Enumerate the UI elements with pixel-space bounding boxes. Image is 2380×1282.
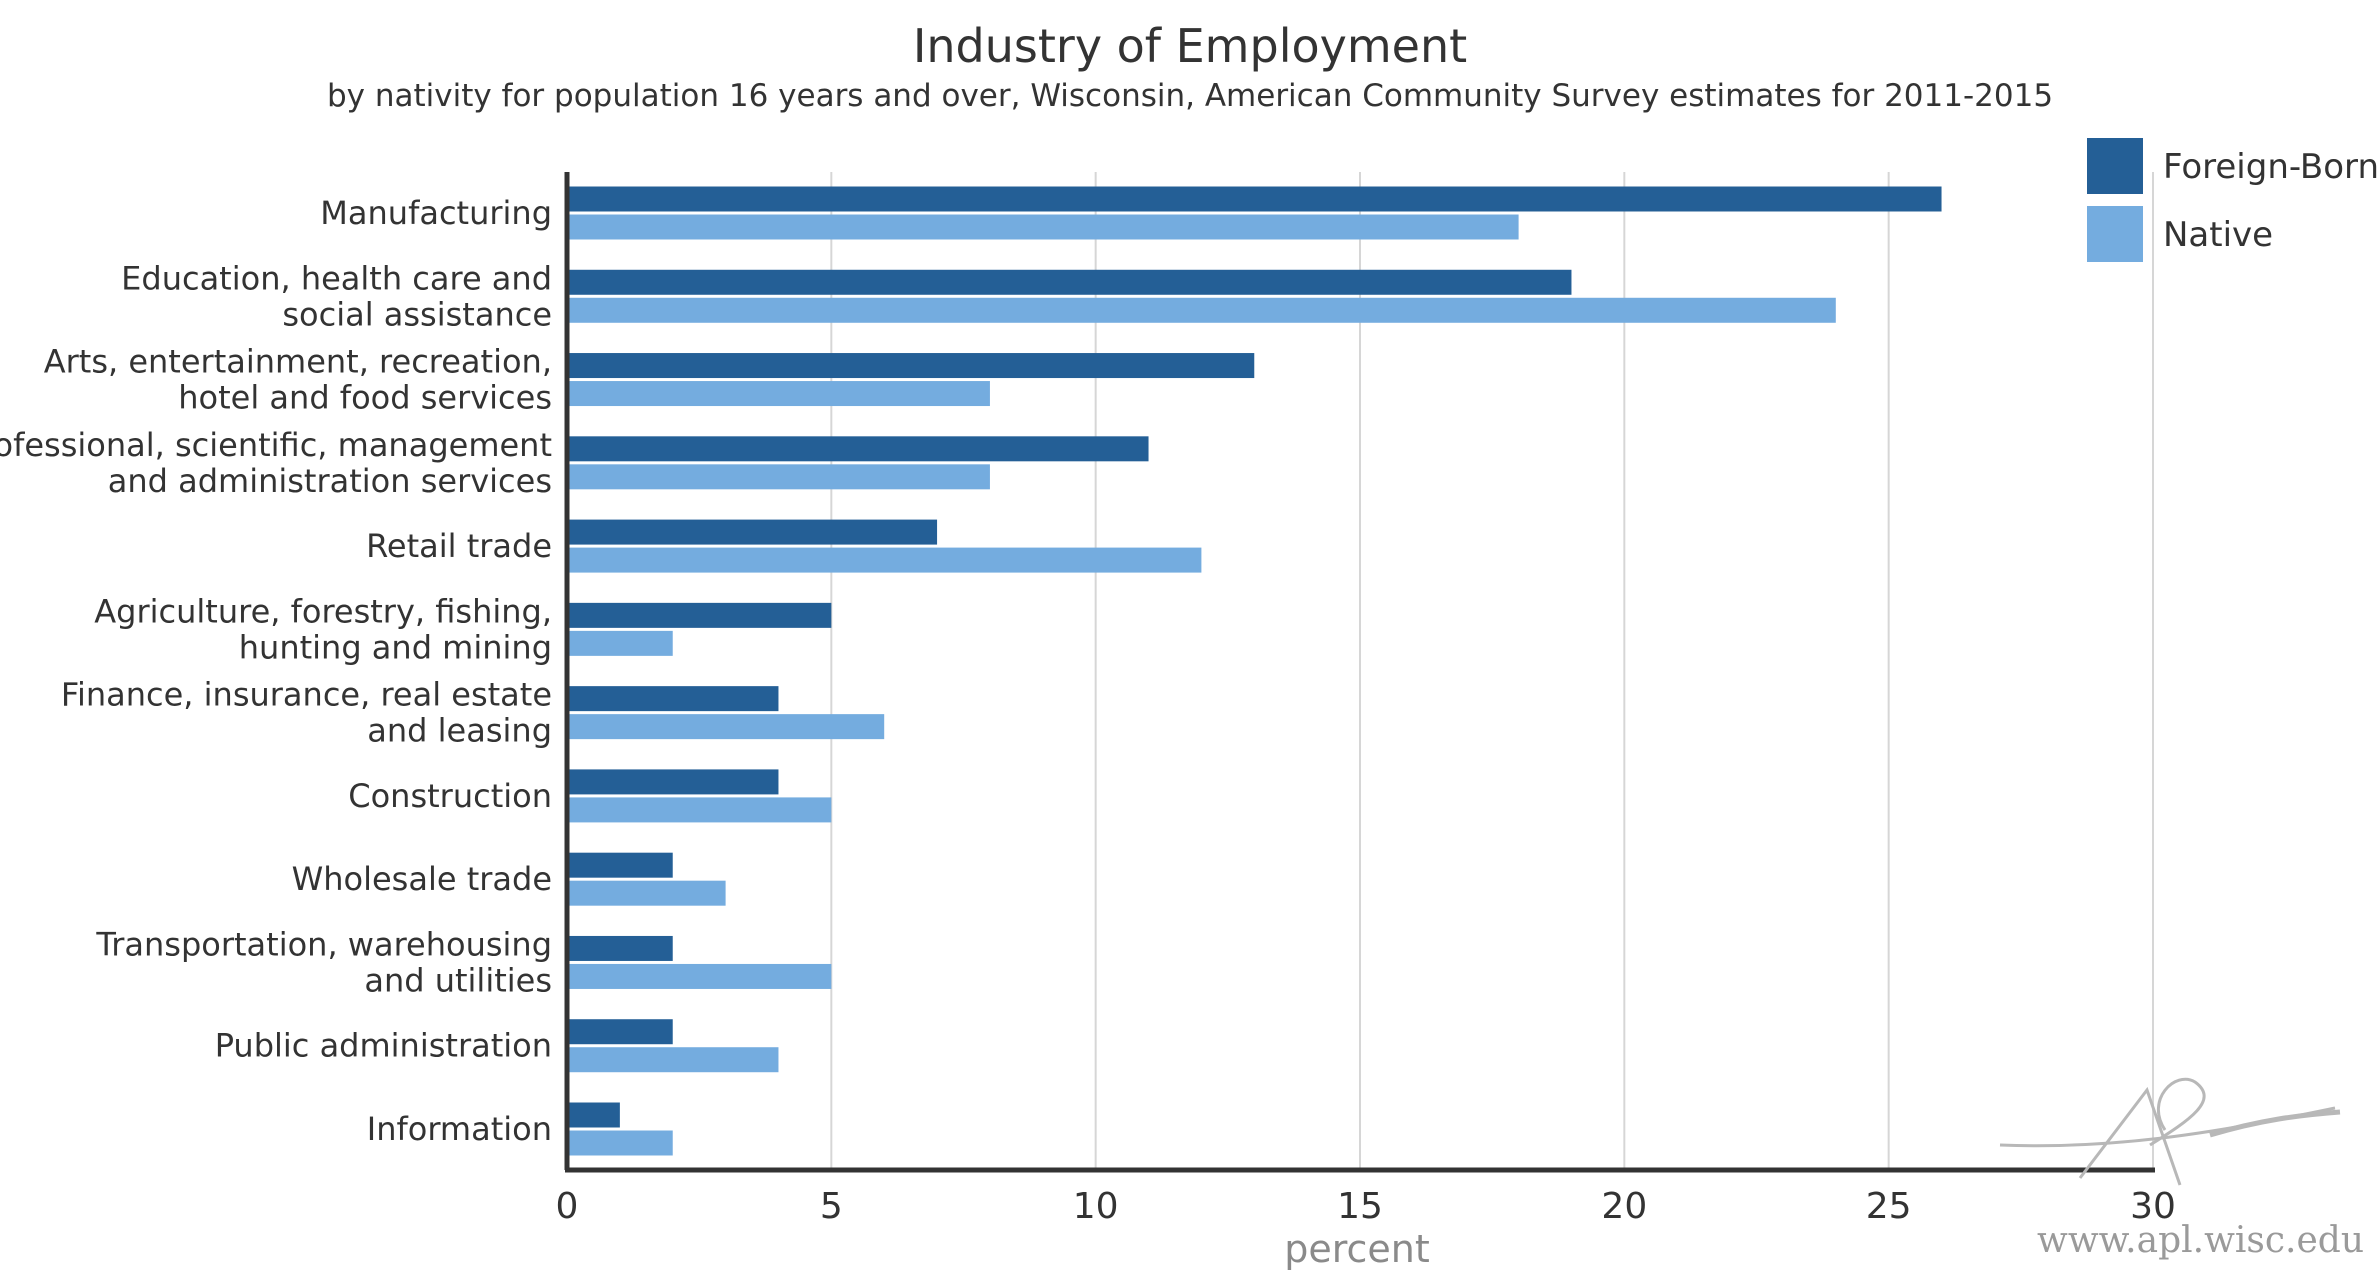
bar-foreign-born-9: [567, 935, 673, 961]
x-tick-label: 10: [1073, 1186, 1119, 1227]
bar-foreign-born-8: [567, 852, 673, 878]
bar-native-2: [567, 381, 990, 407]
bar-native-7: [567, 797, 832, 823]
chart-subtitle: by nativity for population 16 years and …: [327, 78, 2053, 114]
bar-native-0: [567, 214, 1519, 240]
category-label-line: hotel and food services: [178, 379, 552, 417]
gridlines: [830, 172, 2154, 1170]
x-axis-label: percent: [1284, 1227, 1430, 1271]
category-label-line: social assistance: [282, 295, 552, 333]
watermark-url: www.apl.wisc.edu: [2037, 1220, 2364, 1261]
category-label: Education, health care and social assista…: [121, 259, 552, 333]
category-label-line: Construction: [348, 777, 552, 815]
bar-foreign-born-11: [567, 1102, 620, 1128]
category-label: Retail trade: [366, 527, 552, 565]
category-label-line: hunting and mining: [239, 628, 552, 666]
category-label-line: Education, health care and: [121, 259, 552, 297]
bar-native-4: [567, 547, 1202, 573]
category-label-line: Finance, insurance, real estate: [61, 676, 552, 714]
bar-native-3: [567, 464, 990, 490]
bar-native-5: [567, 630, 673, 656]
apl-watermark: www.apl.wisc.edu: [1999, 1077, 2364, 1261]
bar-native-9: [567, 963, 832, 989]
bar-foreign-born-6: [567, 686, 779, 712]
axes: [564, 172, 2155, 1173]
category-label-line: and administration services: [108, 462, 552, 500]
category-label-line: Transportation, warehousing: [95, 925, 552, 963]
legend-swatch: [2087, 206, 2143, 262]
apl-logo: [1999, 1077, 2341, 1186]
category-label-line: and leasing: [367, 712, 552, 750]
category-label-line: Information: [367, 1110, 552, 1148]
bar-native-11: [567, 1130, 673, 1156]
category-label: Agriculture, forestry, fishing, hunting a…: [94, 592, 552, 666]
bar-foreign-born-2: [567, 353, 1255, 379]
category-labels: Manufacturing Education, health care and s…: [0, 194, 552, 1148]
x-tick-label: 20: [1601, 1186, 1647, 1227]
x-tick-label: 25: [1866, 1186, 1912, 1227]
x-tick-label: 30: [2130, 1186, 2176, 1227]
bar-foreign-born-7: [567, 769, 779, 795]
category-label-line: Public administration: [215, 1027, 552, 1065]
category-label-line: Agriculture, forestry, fishing,: [94, 592, 552, 630]
bar-native-1: [567, 297, 1836, 323]
category-label: Wholesale trade: [292, 860, 552, 898]
category-label: Transportation, warehousing and utilities: [95, 925, 552, 999]
category-label: Manufacturing: [320, 194, 552, 232]
legend-swatch: [2087, 138, 2143, 194]
x-tick-labels: 0 5 10 15 20 25 30: [556, 1186, 2176, 1227]
bar-foreign-born-10: [567, 1019, 673, 1045]
bar-foreign-born-4: [567, 519, 938, 545]
category-label: Finance, insurance, real estate and leasi…: [61, 676, 552, 750]
category-label: Information: [367, 1110, 552, 1148]
chart-title: Industry of Employment: [913, 19, 1467, 73]
legend: Foreign-Born Native: [2087, 138, 2379, 262]
category-label-line: Manufacturing: [320, 194, 552, 232]
legend-label: Native: [2163, 215, 2273, 255]
category-label: Arts, entertainment, recreation, hotel an…: [44, 343, 552, 417]
category-label-line: and utilities: [364, 961, 552, 999]
x-tick-label: 0: [556, 1186, 579, 1227]
category-label: Professional, scientific, management and …: [0, 426, 552, 500]
category-label-line: Wholesale trade: [292, 860, 552, 898]
bar-foreign-born-1: [567, 269, 1572, 295]
bar-foreign-born-5: [567, 602, 832, 628]
category-label-line: Arts, entertainment, recreation,: [44, 343, 552, 381]
bars: [567, 186, 1942, 1156]
x-tick-label: 5: [820, 1186, 843, 1227]
bar-native-10: [567, 1047, 779, 1073]
x-tick-label: 15: [1337, 1186, 1383, 1227]
category-label: Construction: [348, 777, 552, 815]
category-label-line: Retail trade: [366, 527, 552, 565]
legend-label: Foreign-Born: [2163, 147, 2379, 187]
bar-native-6: [567, 714, 885, 740]
bar-foreign-born-0: [567, 186, 1942, 212]
category-label-line: Professional, scientific, management: [0, 426, 552, 464]
category-label: Public administration: [215, 1027, 552, 1065]
bar-foreign-born-3: [567, 436, 1149, 462]
bar-native-8: [567, 880, 726, 906]
